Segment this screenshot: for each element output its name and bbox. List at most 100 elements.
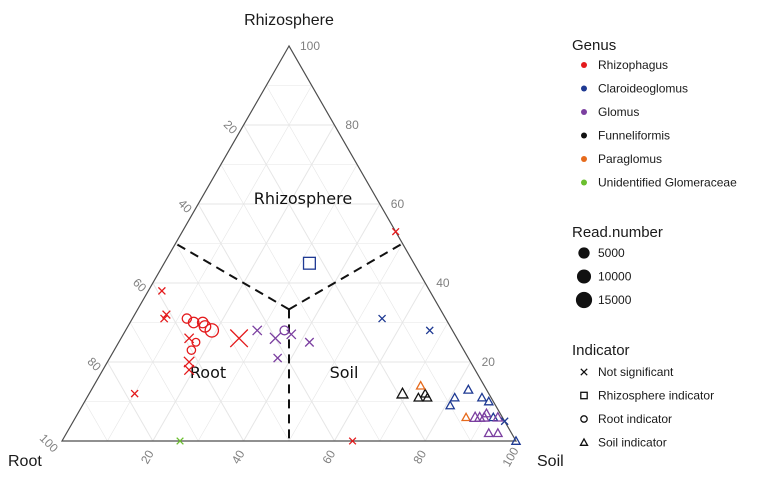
grid-line (175, 243, 290, 442)
data-point (483, 427, 495, 438)
data-point (395, 386, 410, 399)
data-point (302, 256, 316, 270)
tick-label-rhizosphere: 20 (482, 355, 496, 369)
data-point (273, 353, 283, 363)
legend-size-swatch (575, 291, 593, 309)
region-label-soil: Soil (330, 363, 359, 382)
grid-line (197, 164, 358, 442)
legend-genus-title: Genus (572, 37, 616, 54)
data-point (413, 391, 424, 402)
grid-line (84, 401, 108, 442)
legend-indicator-title: Indicator (572, 342, 630, 359)
data-point (462, 383, 474, 394)
data-point (500, 417, 509, 426)
legend-indicator-label: Not significant (598, 365, 674, 379)
region-label-root: Root (190, 363, 226, 382)
grid-line (424, 361, 472, 442)
legend-genus-swatch (581, 156, 587, 162)
data-point (481, 407, 492, 418)
legend-genus-swatch (581, 179, 587, 186)
legend-size-label: 15000 (598, 293, 632, 307)
data-point (460, 411, 472, 422)
legend-indicator-label: Soil indicator (598, 436, 667, 450)
tick-label-root: 20 (221, 117, 241, 137)
legend-size-swatch (578, 247, 590, 259)
tick-label-rhizosphere: 40 (436, 276, 450, 290)
data-point (176, 437, 184, 445)
legend-genus-label: Funneliformis (598, 129, 670, 143)
data-point (191, 337, 201, 347)
legend-size-label: 10000 (598, 270, 632, 284)
legend-genus-swatch (581, 85, 587, 92)
data-point (476, 392, 488, 402)
data-point (269, 332, 282, 345)
tick-label-rhizosphere: 60 (391, 197, 405, 211)
legend-genus-swatch (581, 62, 587, 68)
tick-label-soil: 100 (499, 445, 521, 470)
data-point (186, 345, 197, 355)
grid-line (129, 322, 199, 442)
data-point (130, 389, 139, 398)
tick-label-soil: 80 (410, 447, 429, 466)
legend-indicator-swatch (580, 391, 588, 400)
data-point (181, 313, 193, 324)
tick-label-root: 40 (175, 196, 195, 216)
data-point (304, 337, 315, 347)
grid-line (333, 282, 426, 442)
tick-label-soil: 20 (138, 447, 157, 466)
legend-genus-swatch (581, 132, 587, 139)
data-point (422, 391, 433, 402)
legend-indicator-swatch (580, 368, 588, 376)
data-point (160, 314, 169, 323)
vertex-label-left: Root (8, 453, 42, 470)
data-point (204, 323, 220, 338)
triangle-outline (60, 44, 518, 442)
data-point (157, 286, 166, 295)
legend-indicator-label: Root indicator (598, 412, 672, 426)
legend-size-swatch (576, 269, 592, 284)
legend-indicator-swatch (580, 415, 588, 423)
data-point (492, 427, 504, 438)
data-point (196, 316, 209, 329)
legend-genus-label: Claroideoglomus (598, 82, 688, 96)
legend: Genus Read.number Indicator Rhizophagus C… (572, 37, 737, 450)
data-point (444, 399, 456, 410)
legend-size-title: Read.number (572, 224, 663, 241)
legend-genus-label: Rhizophagus (598, 58, 668, 72)
legend-size-label: 5000 (598, 246, 625, 260)
tick-label-root: 60 (130, 275, 150, 295)
tick-label-rhizosphere: 80 (345, 118, 359, 132)
data-point (483, 396, 495, 406)
legend-genus-label: Paraglomus (598, 152, 662, 166)
data-point (286, 329, 297, 340)
data-point (378, 314, 387, 323)
legend-indicator-label: Rhizosphere indicator (598, 389, 714, 403)
tick-label-rhizosphere: 100 (300, 39, 320, 53)
data-point (183, 356, 195, 368)
data-point (162, 310, 171, 319)
grid-line (152, 282, 245, 442)
tick-labels: 20 20 20 40 40 40 60 60 60 80 80 80 100 100 100 (37, 39, 522, 469)
boundary-line (174, 242, 290, 311)
legend-indicator-swatch (579, 437, 589, 446)
data-point (449, 392, 460, 402)
data-point (492, 411, 504, 422)
triangle-frame (60, 44, 518, 442)
tick-label-root: 80 (85, 354, 105, 374)
data-point (415, 380, 426, 390)
region-label-rhizosphere: Rhizosphere (254, 189, 352, 208)
data-point (348, 437, 357, 445)
data-points (130, 227, 522, 445)
tick-label-root: 100 (37, 431, 61, 455)
legend-genus-label: Unidentified Glomeraceae (598, 176, 737, 190)
data-point (279, 325, 290, 336)
legend-genus-swatch (581, 109, 587, 115)
grid-line (288, 243, 403, 442)
boundary-line (288, 242, 404, 311)
tick-label-soil: 40 (229, 447, 248, 466)
data-point (229, 329, 249, 348)
data-point (187, 316, 200, 329)
vertex-label-top: Rhizosphere (244, 12, 334, 29)
data-point (183, 364, 195, 376)
